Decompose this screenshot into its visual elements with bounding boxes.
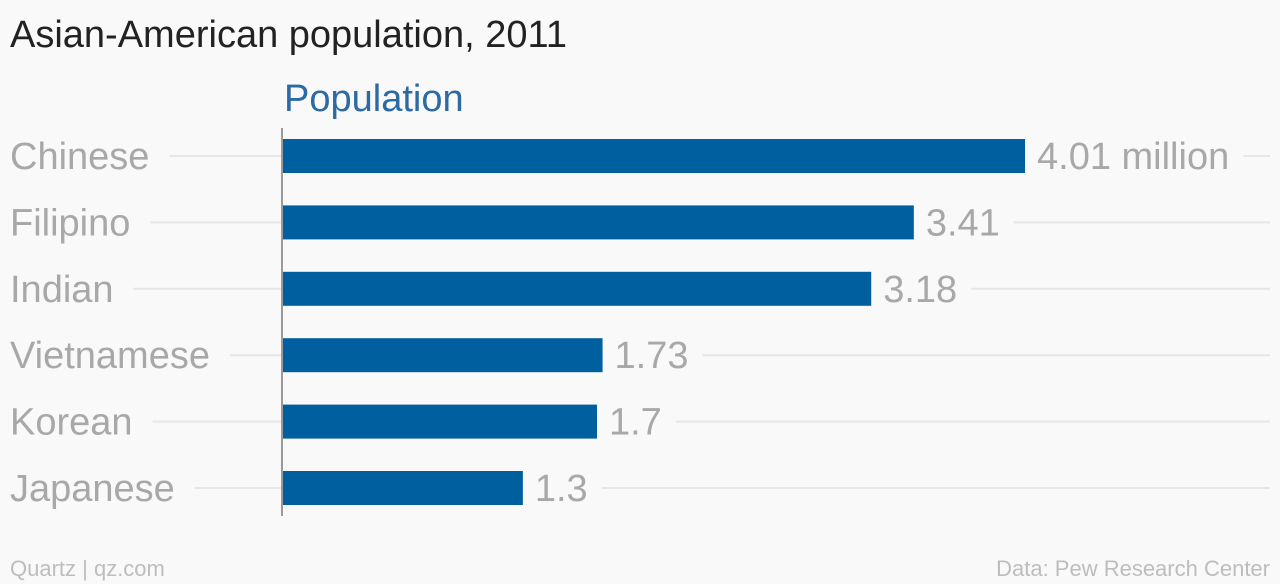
category-label: Korean <box>10 402 133 444</box>
value-label: 1.73 <box>615 335 689 377</box>
category-label: Japanese <box>10 468 175 510</box>
series-label: Population <box>284 78 464 120</box>
footer-credit: Quartz | qz.com <box>10 556 165 581</box>
bar-korean <box>282 404 597 439</box>
category-label: Filipino <box>10 202 130 244</box>
bar-filipino <box>282 205 914 240</box>
bar-chinese <box>282 139 1025 173</box>
category-label: Vietnamese <box>10 335 210 377</box>
bar-indian <box>282 271 872 306</box>
value-label: 1.7 <box>609 402 662 444</box>
bar-japanese <box>282 471 523 505</box>
value-label: 3.18 <box>883 269 957 311</box>
value-label: 1.3 <box>535 468 588 510</box>
bar-vietnamese <box>282 338 603 373</box>
category-label: Indian <box>10 269 114 311</box>
footer-source: Data: Pew Research Center <box>996 556 1270 581</box>
value-label: 3.41 <box>926 202 1000 244</box>
value-label: 4.01 million <box>1037 136 1229 178</box>
chart-title: Asian-American population, 2011 <box>10 14 567 56</box>
category-label: Chinese <box>10 136 149 178</box>
